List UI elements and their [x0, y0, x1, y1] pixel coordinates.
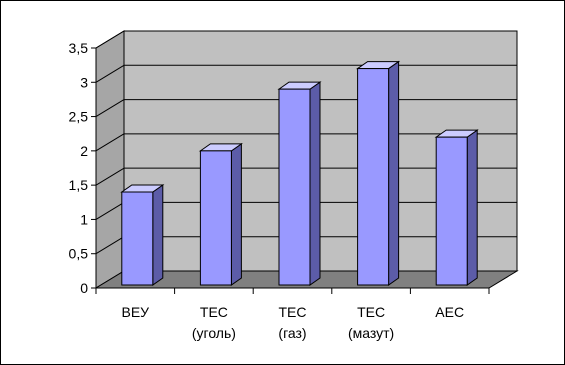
bar	[198, 142, 243, 286]
y-tick-label: 3,5	[69, 40, 89, 56]
y-tick-label: 3	[80, 74, 88, 90]
gridline-side	[95, 133, 125, 152]
gridline-side	[95, 167, 125, 186]
y-tick-label: 2,5	[69, 109, 89, 125]
gridline-side	[95, 99, 125, 117]
y-tick-label: 0	[80, 280, 88, 296]
bar	[277, 81, 322, 286]
gridline-side	[95, 64, 125, 83]
bar-front	[278, 88, 311, 286]
y-tick-label: 1,5	[69, 177, 89, 193]
bar-front	[357, 68, 390, 286]
bar-side	[309, 81, 321, 286]
bar	[120, 184, 165, 286]
bar-front	[435, 136, 468, 286]
bar	[356, 60, 401, 286]
y-tick-label: 0,5	[69, 246, 89, 262]
bar-side	[388, 60, 400, 286]
bar	[434, 129, 479, 286]
x-category-label: ВЕУ	[122, 304, 150, 320]
bar-side	[466, 129, 478, 286]
x-category-label: ТЕС	[200, 304, 228, 320]
x-category-label: ТЕС	[279, 304, 307, 320]
x-category-label: (газ)	[278, 325, 306, 341]
gridline-side	[95, 30, 125, 49]
y-tick-label: 1	[80, 211, 88, 227]
bar-front	[199, 150, 232, 286]
gridline-side	[95, 202, 125, 220]
bar-side	[152, 184, 164, 286]
gridline-side	[95, 236, 125, 255]
side-wall	[95, 30, 125, 289]
bar-side	[230, 142, 242, 286]
bar-front	[121, 191, 154, 286]
x-category-label: ТЕС	[357, 304, 385, 320]
x-category-label: (мазут)	[348, 325, 394, 341]
x-category-label: АЕС	[435, 304, 464, 320]
x-category-label: (уголь)	[192, 325, 236, 341]
y-tick-label: 2	[80, 143, 88, 159]
